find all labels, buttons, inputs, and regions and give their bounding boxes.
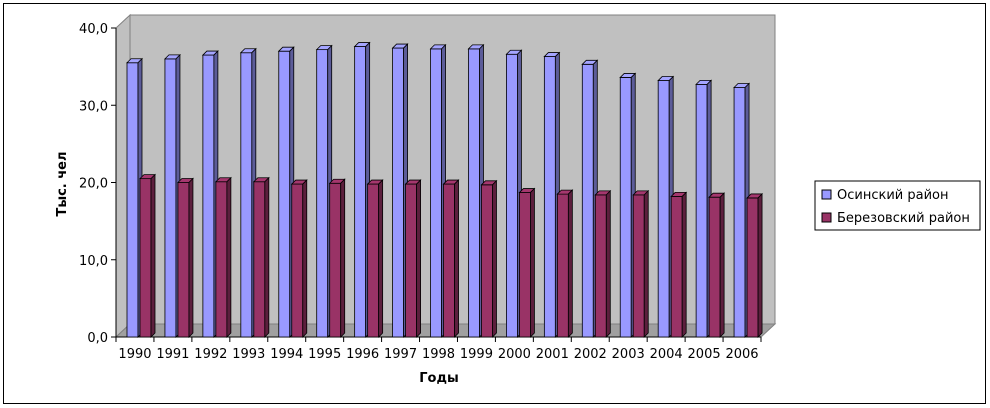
- bar-berezovsky: [746, 192, 764, 338]
- legend: Осинский район Березовский район: [814, 180, 981, 231]
- bar-berezovsky: [176, 177, 194, 338]
- bar-berezovsky: [670, 191, 688, 338]
- x-tick-label: 2000: [498, 347, 531, 362]
- x-tick-label: 1990: [118, 347, 151, 362]
- bar-berezovsky: [594, 189, 612, 338]
- x-axis-title: Годы: [419, 371, 458, 386]
- legend-box: [814, 180, 981, 231]
- bar-berezovsky: [442, 179, 460, 338]
- x-tick-label: 1996: [346, 347, 379, 362]
- bar-berezovsky: [366, 179, 384, 338]
- bar-berezovsky: [518, 187, 536, 338]
- y-tick-label: 30,0: [79, 99, 108, 114]
- legend-label: Осинский район: [837, 188, 948, 203]
- y-axis-title: Тыс. чел: [55, 151, 70, 216]
- y-tick-label: 20,0: [79, 177, 108, 192]
- bar-berezovsky: [404, 179, 422, 338]
- x-tick-label: 2003: [612, 347, 645, 362]
- bar-berezovsky: [556, 189, 574, 338]
- legend-label: Березовский район: [837, 211, 970, 226]
- bar-berezovsky: [214, 176, 232, 338]
- bar-berezovsky: [708, 192, 726, 338]
- chart-svg: 0,0 10,0 20,0 30,0 40,0 1990 1991 1992 1993 1994…: [55, 13, 981, 386]
- chart-frame: 0,0 10,0 20,0 30,0 40,0 1990 1991 1992 1993 1994…: [3, 3, 986, 404]
- bar-berezovsky: [290, 179, 308, 338]
- legend-swatch: [821, 212, 832, 223]
- x-tick-label: 2006: [725, 347, 758, 362]
- x-tick-label: 1992: [194, 347, 227, 362]
- bar-berezovsky: [252, 176, 270, 338]
- bar-berezovsky: [139, 173, 156, 338]
- x-tick-label: 2005: [688, 347, 721, 362]
- bars: [126, 41, 764, 338]
- x-tick-label: 1998: [422, 347, 455, 362]
- bar-berezovsky: [480, 179, 498, 338]
- x-tick-label: 2002: [574, 347, 607, 362]
- x-tick-label: 2001: [536, 347, 569, 362]
- x-tick-label: 2004: [650, 347, 683, 362]
- x-tick-label: 1999: [460, 347, 493, 362]
- x-tick-label: 1994: [270, 347, 303, 362]
- x-tick-label: 1995: [308, 347, 341, 362]
- y-axis: 0,0 10,0 20,0 30,0 40,0: [79, 22, 117, 346]
- y-tick-label: 0,0: [87, 331, 108, 346]
- bar-berezovsky: [632, 189, 650, 338]
- y-tick-label: 40,0: [79, 22, 108, 37]
- x-tick-label: 1997: [384, 347, 417, 362]
- x-axis: 1990 1991 1992 1993 1994 1995 1996 1997 1998 1999…: [115, 336, 762, 362]
- x-tick-label: 1993: [232, 347, 265, 362]
- y-tick-label: 10,0: [79, 254, 108, 269]
- x-tick-label: 1991: [156, 347, 189, 362]
- legend-swatch: [821, 189, 832, 200]
- bar-berezovsky: [328, 178, 346, 338]
